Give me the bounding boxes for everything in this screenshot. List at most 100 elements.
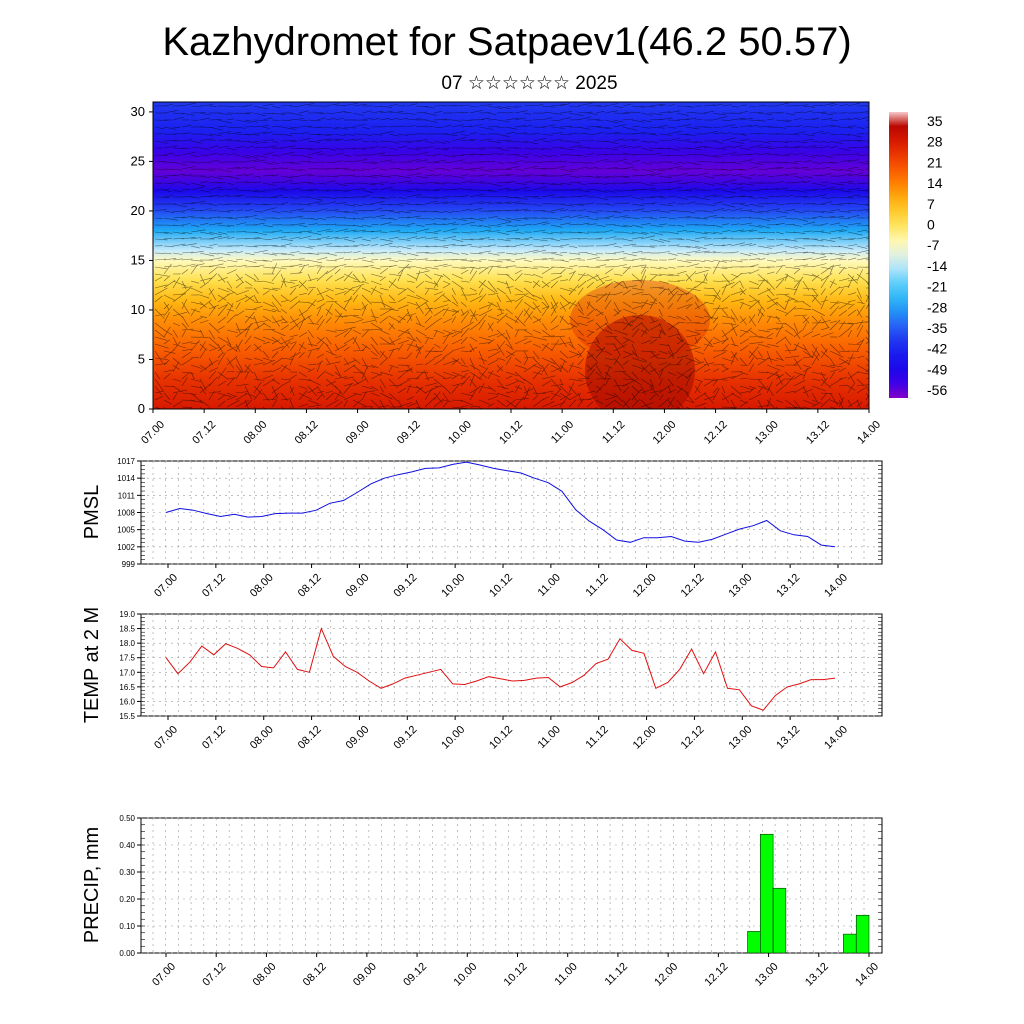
wind-barb xyxy=(433,293,445,303)
wind-barb xyxy=(586,350,597,362)
wind-barb xyxy=(568,140,580,144)
wind-barb xyxy=(514,160,524,163)
wind-barb xyxy=(397,140,413,143)
wind-barb xyxy=(613,329,628,336)
wind-barb xyxy=(622,378,634,380)
wind-barb xyxy=(343,251,353,254)
wind-barb xyxy=(343,287,355,291)
wind-barb xyxy=(442,392,448,401)
wind-barb xyxy=(631,208,645,212)
wind-barb xyxy=(766,153,779,156)
wind-barb xyxy=(172,189,183,193)
wind-barb xyxy=(226,308,234,312)
wind-barb xyxy=(217,287,230,293)
wind-barb xyxy=(289,287,297,296)
wind-barb xyxy=(334,237,349,240)
wind-barb xyxy=(613,308,620,315)
wind-barb xyxy=(658,362,668,366)
wind-barb xyxy=(658,322,666,336)
wind-barb xyxy=(154,119,168,121)
wind-barb xyxy=(217,194,230,198)
wind-barb xyxy=(847,323,855,331)
wind-barb xyxy=(793,264,809,268)
x-tick-label: 14.00 xyxy=(853,961,881,989)
wind-barb xyxy=(289,284,300,289)
wind-barb xyxy=(829,257,843,261)
wind-barb xyxy=(370,244,378,247)
wind-barb xyxy=(154,350,163,363)
wind-barb xyxy=(433,317,443,324)
wind-barb xyxy=(181,243,197,247)
wind-barb xyxy=(721,322,737,325)
wind-barb xyxy=(667,351,678,359)
wind-barb xyxy=(343,399,348,408)
wind-barb xyxy=(631,203,644,207)
wind-barb xyxy=(262,145,277,149)
wind-barb xyxy=(190,308,201,313)
wind-barb xyxy=(829,161,839,164)
wind-barb xyxy=(865,294,869,303)
wind-barb xyxy=(262,117,273,121)
wind-barb xyxy=(847,117,859,121)
wind-barb xyxy=(289,352,296,366)
wind-barb xyxy=(514,357,522,363)
wind-barb xyxy=(487,195,498,198)
wind-barb xyxy=(532,392,546,394)
wind-barb xyxy=(793,251,809,254)
wind-barb xyxy=(208,133,222,137)
wind-barb xyxy=(271,263,278,275)
x-tick-label: 11.00 xyxy=(549,419,576,446)
wind-barb xyxy=(847,370,860,380)
wind-barb xyxy=(460,194,469,198)
wind-barb xyxy=(595,158,609,163)
wind-barb xyxy=(577,265,589,268)
wind-barb xyxy=(262,126,270,129)
wind-barb xyxy=(262,196,278,198)
wind-barb xyxy=(433,245,449,248)
wind-barb xyxy=(829,392,838,406)
wind-barb xyxy=(703,175,714,179)
wind-barb xyxy=(226,301,234,308)
wind-barb xyxy=(325,371,334,377)
wind-barb xyxy=(757,301,766,312)
wind-barb xyxy=(514,154,529,158)
wind-barb xyxy=(586,202,595,205)
wind-barb xyxy=(352,319,364,324)
wind-barb xyxy=(559,252,568,254)
wind-barb xyxy=(451,383,460,394)
wind-barb xyxy=(532,210,546,212)
x-tick-label: 08.00 xyxy=(241,419,269,447)
wind-barb xyxy=(415,347,422,359)
wind-barb xyxy=(478,364,487,369)
wind-barb xyxy=(550,272,562,275)
wind-barb xyxy=(388,337,401,345)
wind-barb xyxy=(325,223,337,226)
wind-barb xyxy=(730,168,744,171)
wind-barb xyxy=(577,252,588,254)
wind-barb xyxy=(208,235,222,240)
wind-barb xyxy=(757,168,768,171)
wind-barb xyxy=(217,367,227,380)
wind-barb xyxy=(172,378,182,382)
wind-barb xyxy=(595,275,610,282)
wind-barb xyxy=(559,392,572,401)
wind-barb xyxy=(370,230,382,233)
wind-barb xyxy=(703,194,717,198)
wind-barb xyxy=(712,154,723,157)
wind-barb xyxy=(424,288,430,296)
wind-barb xyxy=(298,245,313,249)
wind-barb xyxy=(730,406,737,409)
wind-barb xyxy=(388,230,400,233)
wind-barb xyxy=(442,273,451,281)
wind-barb xyxy=(280,196,289,199)
wind-barb xyxy=(541,140,551,143)
wind-barb xyxy=(154,308,165,319)
wind-barb xyxy=(766,315,772,324)
wind-barb xyxy=(433,398,444,408)
wind-barb xyxy=(613,273,623,276)
wind-barb xyxy=(514,315,526,327)
wind-barb xyxy=(658,308,663,317)
wind-barb xyxy=(649,378,655,389)
wind-barb xyxy=(217,252,231,256)
wind-barb xyxy=(820,245,830,248)
